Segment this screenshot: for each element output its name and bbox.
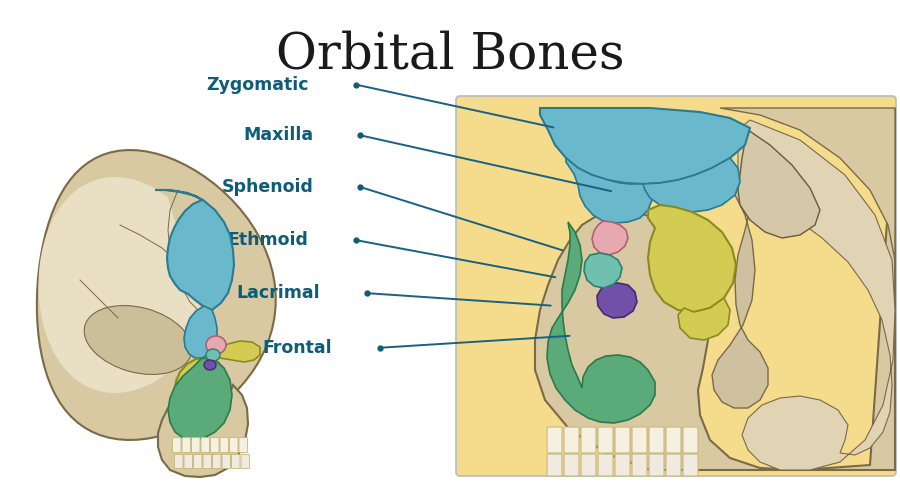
Polygon shape — [643, 158, 740, 212]
Polygon shape — [566, 158, 652, 223]
Text: Frontal: Frontal — [262, 339, 332, 357]
FancyBboxPatch shape — [615, 454, 630, 476]
FancyBboxPatch shape — [184, 455, 193, 469]
Polygon shape — [39, 177, 203, 393]
Polygon shape — [738, 130, 820, 238]
FancyBboxPatch shape — [182, 438, 191, 453]
FancyBboxPatch shape — [194, 455, 202, 469]
Polygon shape — [155, 190, 234, 318]
Text: Lacrimal: Lacrimal — [237, 284, 320, 302]
FancyBboxPatch shape — [581, 427, 596, 453]
FancyBboxPatch shape — [581, 454, 596, 476]
Polygon shape — [175, 358, 228, 412]
FancyBboxPatch shape — [239, 438, 248, 453]
FancyBboxPatch shape — [212, 455, 221, 469]
Polygon shape — [712, 188, 768, 408]
Polygon shape — [597, 283, 637, 318]
Ellipse shape — [206, 349, 220, 361]
FancyBboxPatch shape — [547, 454, 562, 476]
Polygon shape — [158, 385, 248, 477]
FancyBboxPatch shape — [230, 438, 238, 453]
Polygon shape — [184, 306, 217, 358]
Text: Sphenoid: Sphenoid — [221, 178, 314, 196]
Polygon shape — [540, 108, 750, 184]
Ellipse shape — [204, 360, 216, 370]
FancyBboxPatch shape — [683, 427, 698, 453]
Polygon shape — [738, 120, 895, 470]
FancyBboxPatch shape — [456, 96, 896, 476]
FancyBboxPatch shape — [241, 455, 249, 469]
Ellipse shape — [206, 336, 226, 354]
Text: Maxilla: Maxilla — [244, 126, 314, 144]
FancyBboxPatch shape — [211, 438, 219, 453]
FancyBboxPatch shape — [222, 455, 230, 469]
FancyBboxPatch shape — [201, 438, 210, 453]
Text: Ethmoid: Ethmoid — [228, 231, 309, 249]
Polygon shape — [592, 221, 628, 255]
FancyBboxPatch shape — [632, 427, 647, 453]
Polygon shape — [678, 298, 730, 340]
FancyBboxPatch shape — [615, 427, 630, 453]
Polygon shape — [37, 150, 275, 440]
Text: Orbital Bones: Orbital Bones — [275, 30, 625, 80]
Polygon shape — [648, 205, 736, 312]
FancyBboxPatch shape — [683, 454, 698, 476]
Polygon shape — [210, 341, 260, 362]
FancyBboxPatch shape — [547, 427, 562, 453]
FancyBboxPatch shape — [666, 454, 681, 476]
Text: Zygomatic: Zygomatic — [206, 75, 309, 94]
FancyBboxPatch shape — [598, 427, 613, 453]
FancyBboxPatch shape — [564, 454, 579, 476]
FancyBboxPatch shape — [666, 427, 681, 453]
FancyBboxPatch shape — [203, 455, 212, 469]
FancyBboxPatch shape — [649, 454, 664, 476]
FancyBboxPatch shape — [220, 438, 229, 453]
FancyBboxPatch shape — [175, 455, 183, 469]
FancyBboxPatch shape — [231, 455, 240, 469]
FancyBboxPatch shape — [192, 438, 200, 453]
Polygon shape — [547, 222, 655, 423]
Polygon shape — [535, 108, 895, 470]
FancyBboxPatch shape — [173, 438, 181, 453]
FancyBboxPatch shape — [564, 427, 579, 453]
FancyBboxPatch shape — [649, 427, 664, 453]
Polygon shape — [584, 253, 622, 288]
FancyBboxPatch shape — [632, 454, 647, 476]
FancyBboxPatch shape — [598, 454, 613, 476]
Polygon shape — [720, 108, 895, 260]
Polygon shape — [168, 358, 232, 440]
Ellipse shape — [85, 306, 192, 374]
